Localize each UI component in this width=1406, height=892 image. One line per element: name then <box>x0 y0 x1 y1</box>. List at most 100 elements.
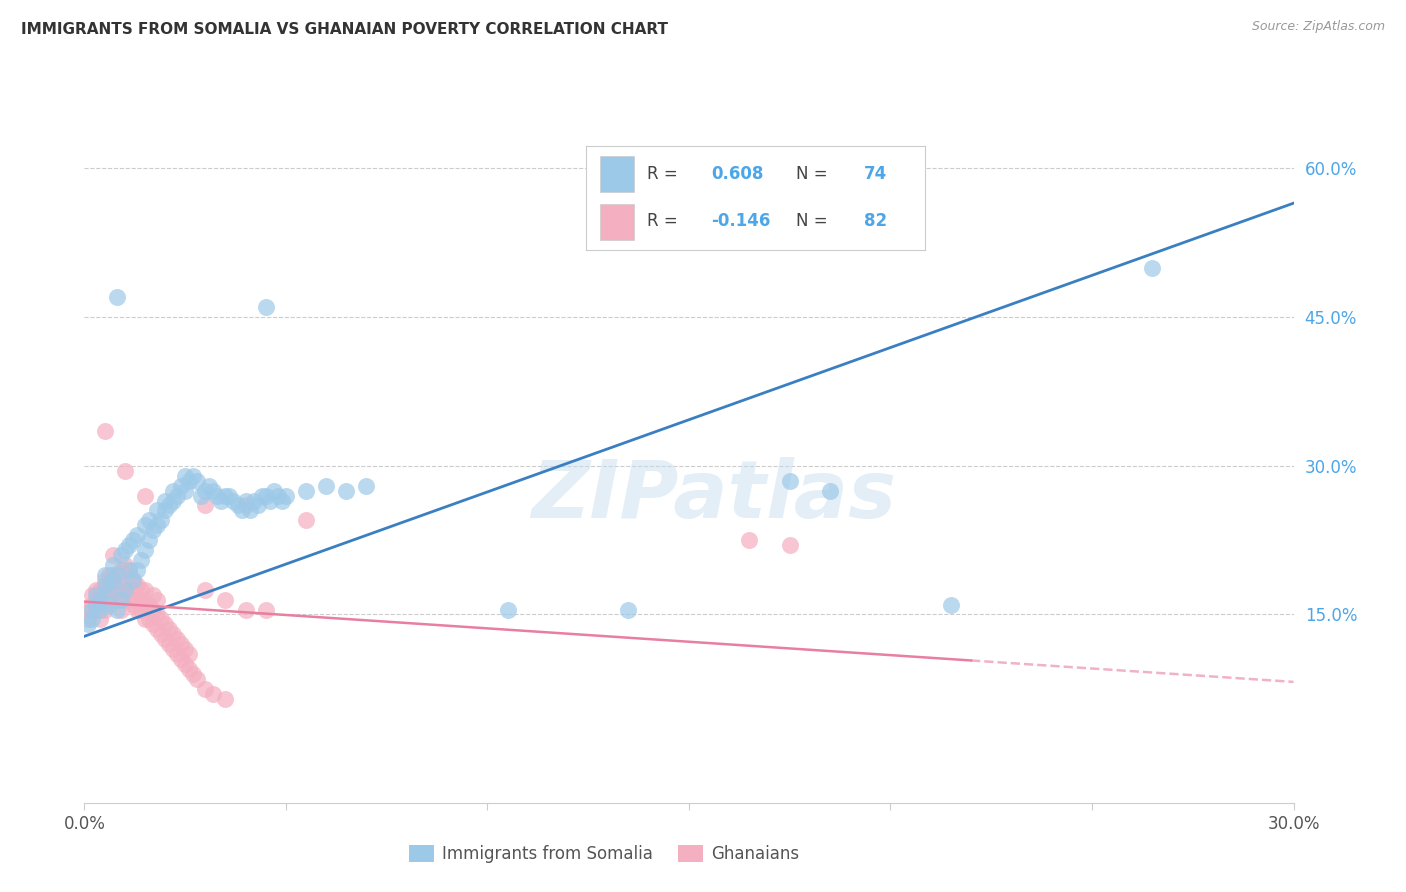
Point <box>134 582 156 597</box>
Point <box>214 592 236 607</box>
Point <box>235 493 257 508</box>
Point <box>779 538 801 552</box>
Point <box>129 592 152 607</box>
Point <box>101 558 124 572</box>
Point <box>153 617 176 632</box>
Point <box>89 598 111 612</box>
Point <box>138 598 160 612</box>
Point <box>86 602 108 616</box>
Point <box>77 617 100 632</box>
Point <box>121 573 143 587</box>
Point <box>153 632 176 647</box>
Point <box>149 627 172 641</box>
Point <box>254 300 277 314</box>
Point <box>242 493 264 508</box>
Point <box>315 478 337 492</box>
Point <box>118 563 141 577</box>
Point <box>97 578 120 592</box>
Point <box>138 513 160 527</box>
Point <box>149 612 172 626</box>
Point <box>86 582 108 597</box>
Point <box>138 612 160 626</box>
Point <box>93 573 115 587</box>
Point <box>138 533 160 548</box>
Point <box>166 632 188 647</box>
Point <box>110 563 132 577</box>
Point <box>157 623 180 637</box>
Point <box>617 602 640 616</box>
Text: ZIPatlas: ZIPatlas <box>530 457 896 535</box>
Point <box>134 612 156 626</box>
Point <box>82 598 104 612</box>
Point <box>218 489 240 503</box>
Point <box>125 602 148 616</box>
Point <box>162 483 184 498</box>
Point <box>110 548 132 562</box>
Point <box>263 483 285 498</box>
Point <box>194 582 217 597</box>
Point <box>82 588 104 602</box>
Point <box>170 637 193 651</box>
Point <box>134 518 156 533</box>
Point <box>162 493 184 508</box>
Point <box>179 662 201 676</box>
Point <box>142 617 165 632</box>
Point <box>235 602 257 616</box>
Point <box>125 578 148 592</box>
Point <box>194 681 217 696</box>
Point <box>82 602 104 616</box>
Point <box>118 582 141 597</box>
Point <box>118 538 141 552</box>
Point <box>779 474 801 488</box>
Point <box>174 642 197 657</box>
Point <box>125 528 148 542</box>
Point <box>142 523 165 537</box>
Point <box>114 558 136 572</box>
Point <box>101 582 124 597</box>
Point <box>295 483 318 498</box>
Point <box>93 582 115 597</box>
Point <box>356 478 378 492</box>
Point <box>101 548 124 562</box>
Point <box>121 598 143 612</box>
Point <box>121 533 143 548</box>
Point <box>335 483 357 498</box>
Point <box>142 602 165 616</box>
Point <box>97 582 120 597</box>
Point <box>89 582 111 597</box>
Point <box>153 503 176 517</box>
Point <box>114 578 136 592</box>
Point <box>174 483 197 498</box>
Legend: Immigrants from Somalia, Ghanaians: Immigrants from Somalia, Ghanaians <box>402 838 806 870</box>
Point <box>110 582 132 597</box>
Point <box>239 503 262 517</box>
Point <box>114 582 136 597</box>
Point <box>222 493 245 508</box>
Point <box>118 563 141 577</box>
Point <box>97 598 120 612</box>
Text: IMMIGRANTS FROM SOMALIA VS GHANAIAN POVERTY CORRELATION CHART: IMMIGRANTS FROM SOMALIA VS GHANAIAN POVE… <box>21 22 668 37</box>
Point <box>105 592 128 607</box>
Point <box>231 503 253 517</box>
Point <box>202 687 225 701</box>
Point <box>186 474 208 488</box>
Point <box>254 489 277 503</box>
Point <box>134 598 156 612</box>
Point <box>93 567 115 582</box>
Point <box>226 499 249 513</box>
Point <box>101 567 124 582</box>
Point <box>738 533 761 548</box>
Point <box>77 612 100 626</box>
Point <box>146 518 169 533</box>
Point <box>101 573 124 587</box>
Point <box>93 602 115 616</box>
Point <box>89 602 111 616</box>
Point <box>86 592 108 607</box>
Point <box>93 578 115 592</box>
Point <box>186 672 208 686</box>
Point <box>179 474 201 488</box>
Point <box>166 647 188 661</box>
Point <box>179 647 201 661</box>
Point <box>134 489 156 503</box>
Point <box>129 602 152 616</box>
